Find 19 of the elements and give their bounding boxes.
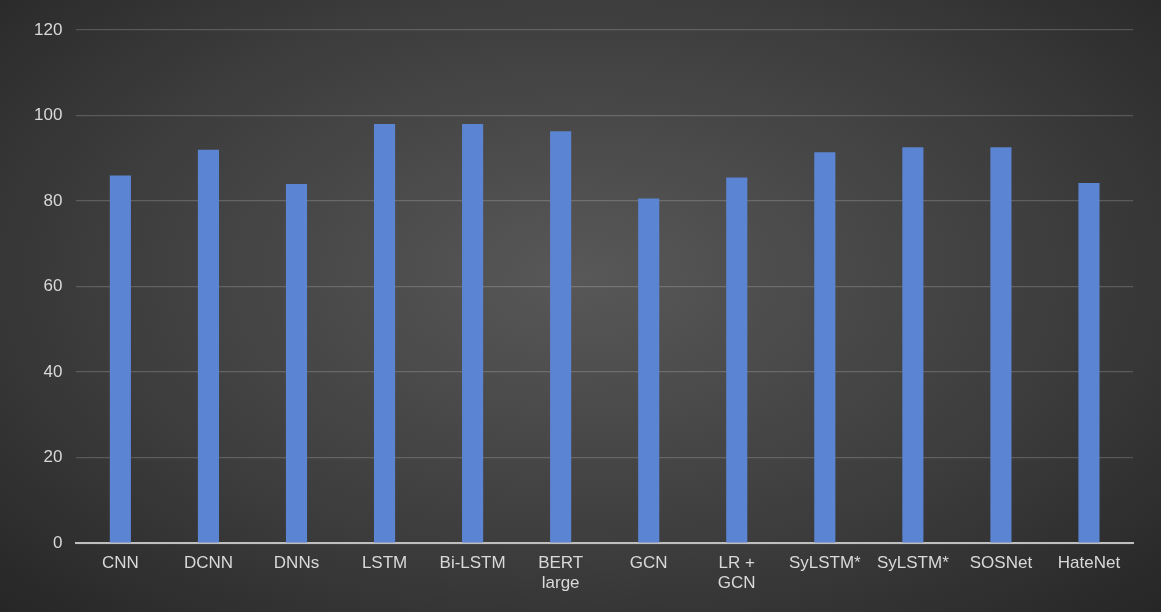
x-tick-label: GCN — [629, 553, 668, 573]
x-tick-label: Bi-LSTM — [439, 553, 506, 573]
y-tick-label: 0 — [52, 532, 63, 552]
x-tick-label: BERT large — [538, 553, 584, 593]
x-tick-label: SOSNet — [969, 553, 1033, 573]
x-tick-label: DCNN — [183, 553, 233, 573]
y-tick-label: 120 — [33, 19, 63, 39]
x-tick-label: SyLSTM* — [788, 553, 862, 573]
x-tick-label: LR + GCN — [717, 553, 756, 593]
y-tick-label: 60 — [43, 276, 63, 296]
x-tick-label: DNNs — [273, 553, 320, 573]
y-tick-label: 100 — [33, 105, 63, 125]
x-tick-label: SyLSTM* — [876, 553, 950, 573]
x-tick-label: CNN — [101, 553, 139, 573]
y-tick-label: 40 — [43, 361, 63, 381]
y-tick-label: 80 — [43, 190, 63, 210]
y-tick-label: 20 — [43, 447, 63, 467]
x-tick-label: LSTM — [361, 553, 408, 573]
x-tick-label: HateNet — [1057, 553, 1121, 573]
